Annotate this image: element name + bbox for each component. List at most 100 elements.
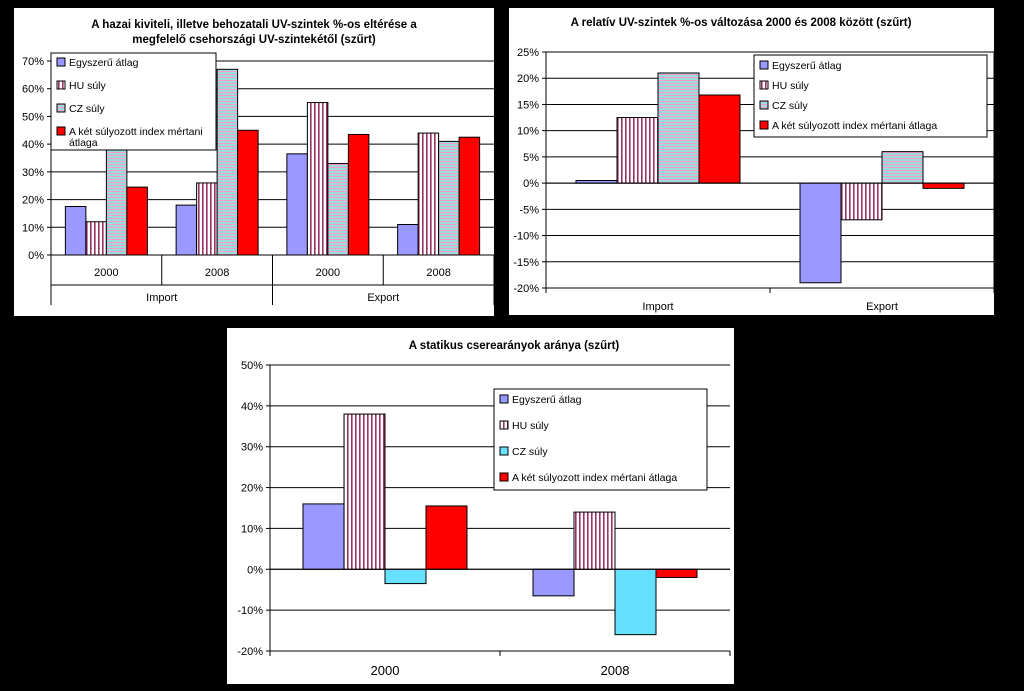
bar bbox=[840, 182, 883, 221]
y-tick-label: -10% bbox=[513, 231, 539, 243]
legend-label-cont: átlaga bbox=[69, 137, 98, 149]
chart-title: A hazai kiviteli, illetve behozatali UV-… bbox=[91, 19, 417, 31]
legend-label: A két súlyozott index mértani bbox=[69, 126, 203, 138]
y-tick-label: 10% bbox=[517, 126, 539, 138]
chart-panel-uv-deviation: A hazai kiviteli, illetve behozatali UV-… bbox=[14, 8, 494, 316]
legend-swatch bbox=[759, 60, 769, 70]
legend bbox=[50, 52, 217, 151]
x-category-label: 2000 bbox=[94, 267, 118, 279]
y-tick-label: 50% bbox=[22, 111, 44, 123]
y-tick-label: 60% bbox=[22, 84, 44, 96]
legend-swatch bbox=[499, 420, 509, 430]
bar bbox=[306, 102, 329, 256]
legend-swatch bbox=[56, 126, 66, 136]
y-tick-label: 20% bbox=[517, 73, 539, 85]
bar bbox=[438, 140, 460, 256]
bar bbox=[657, 72, 700, 184]
bar bbox=[327, 163, 349, 256]
legend-label: CZ súly bbox=[512, 446, 548, 458]
bar bbox=[384, 568, 427, 585]
chart-uv-deviation: A hazai kiviteli, illetve behozatali UV-… bbox=[22, 19, 494, 305]
legend-label: HU súly bbox=[69, 80, 107, 92]
bar bbox=[302, 503, 345, 570]
bar bbox=[85, 221, 107, 256]
chart-title: A relatív UV-szintek %-os változása 2000… bbox=[571, 17, 912, 29]
bar bbox=[616, 117, 659, 184]
x-category-label: 2008 bbox=[426, 267, 450, 279]
chart-panel-relative-uv-change: A relatív UV-szintek %-os változása 2000… bbox=[509, 8, 994, 315]
bar bbox=[417, 132, 440, 256]
y-tick-label: 50% bbox=[241, 360, 263, 372]
bar bbox=[881, 151, 924, 184]
legend-swatch bbox=[56, 57, 66, 67]
x-category-label: 2008 bbox=[601, 663, 630, 678]
x-category-label: Export bbox=[866, 301, 898, 313]
y-tick-label: 5% bbox=[523, 152, 539, 164]
bar bbox=[425, 505, 468, 570]
legend-label: Egyszerű átlag bbox=[69, 57, 139, 69]
y-tick-label: -20% bbox=[513, 283, 539, 295]
bar bbox=[922, 182, 965, 189]
y-tick-label: 0% bbox=[28, 250, 44, 262]
bar bbox=[532, 568, 575, 597]
y-tick-label: 30% bbox=[241, 442, 263, 454]
legend-swatch bbox=[759, 80, 769, 90]
chart-static-terms-of-trade: A statikus cserearányok aránya (szűrt) 50… bbox=[237, 340, 731, 678]
legend-swatch bbox=[499, 446, 509, 456]
bar bbox=[286, 153, 308, 256]
legend bbox=[493, 388, 708, 491]
y-tick-label: 70% bbox=[22, 56, 44, 68]
legend-swatch bbox=[56, 80, 66, 90]
legend-label: CZ súly bbox=[69, 103, 105, 115]
legend-label: CZ súly bbox=[772, 100, 808, 112]
y-tick-label: 40% bbox=[241, 401, 263, 413]
legend-label: A két súlyozott index mértani átlaga bbox=[512, 472, 677, 484]
bar bbox=[698, 94, 741, 184]
bar bbox=[64, 206, 87, 256]
y-tick-label: 15% bbox=[517, 99, 539, 111]
bar bbox=[126, 186, 148, 256]
x-category-label: Import bbox=[642, 301, 673, 313]
legend-swatch bbox=[759, 100, 769, 110]
bar bbox=[343, 413, 386, 570]
chart-relative-uv-change: A relatív UV-szintek %-os változása 2000… bbox=[513, 17, 994, 313]
legend bbox=[753, 54, 988, 138]
y-tick-label: 0% bbox=[523, 178, 539, 190]
y-tick-label: -15% bbox=[513, 257, 539, 269]
legend-swatch bbox=[56, 103, 66, 113]
legend-label: Egyszerű átlag bbox=[512, 394, 582, 406]
bar bbox=[347, 133, 370, 256]
bar bbox=[458, 136, 481, 256]
x-category-label: 2000 bbox=[371, 663, 400, 678]
chart-panel-static-terms-of-trade: A statikus cserearányok aránya (szűrt) 50… bbox=[227, 328, 734, 684]
y-tick-label: 30% bbox=[22, 167, 44, 179]
x-category-label: 2000 bbox=[316, 267, 340, 279]
bar bbox=[196, 182, 218, 256]
x-group-label: Import bbox=[146, 292, 177, 304]
legend-label: HU súly bbox=[512, 420, 550, 432]
y-tick-label: -20% bbox=[237, 646, 263, 658]
legend-swatch bbox=[499, 394, 509, 404]
x-category-label: 2008 bbox=[205, 267, 229, 279]
legend-swatch bbox=[499, 472, 509, 482]
legend-label: A két súlyozott index mértani átlaga bbox=[772, 120, 937, 132]
bar bbox=[655, 568, 698, 578]
legend-label: Egyszerű átlag bbox=[772, 60, 842, 72]
y-tick-label: 20% bbox=[22, 195, 44, 207]
y-tick-label: -5% bbox=[519, 204, 539, 216]
y-tick-label: 10% bbox=[22, 222, 44, 234]
bar bbox=[175, 204, 198, 256]
legend-label: HU súly bbox=[772, 80, 810, 92]
bar bbox=[799, 182, 842, 284]
bar bbox=[237, 129, 259, 256]
x-group-label: Export bbox=[367, 292, 399, 304]
y-tick-label: 10% bbox=[241, 523, 263, 535]
bar bbox=[216, 68, 239, 256]
chart-title: megfelelő csehországi UV-szintekétől (sz… bbox=[132, 34, 376, 46]
bar bbox=[105, 149, 128, 256]
y-tick-label: -10% bbox=[237, 605, 263, 617]
bar bbox=[614, 568, 657, 636]
chart-title: A statikus cserearányok aránya (szűrt) bbox=[409, 340, 620, 352]
legend-swatch bbox=[759, 120, 769, 130]
bar bbox=[397, 224, 419, 256]
